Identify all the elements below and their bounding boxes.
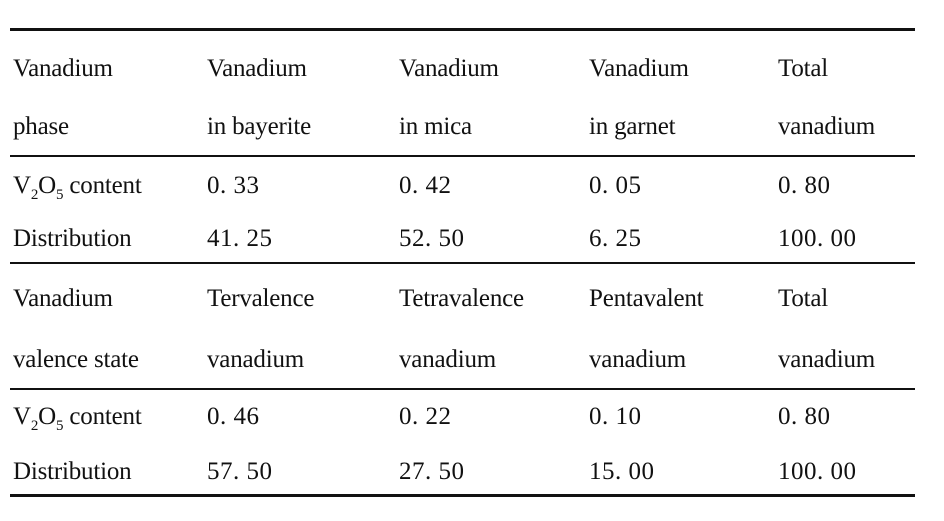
header-cell: vanadium [399,346,496,373]
value-cell: 0. 05 [589,172,642,199]
value-cell: 0. 46 [207,403,260,430]
header-cell: Vanadium [589,55,689,82]
header-cell: Total [778,55,829,82]
header-cell: Tervalence [207,285,315,312]
value-cell: 0. 22 [399,403,452,430]
header-cell: Vanadium [13,55,113,82]
value-cell: 41. 25 [207,225,273,252]
section1-header-rule [10,155,915,157]
value-cell: 100. 00 [778,225,857,252]
header-cell: valence state [13,346,139,373]
table-row: Distribution 41. 25 52. 50 6. 25 100. 00 [10,214,915,264]
row-label: Distribution [13,225,132,252]
header-cell: Tetravalence [399,285,524,312]
bottom-rule [10,494,915,497]
value-cell: 0. 80 [778,172,831,199]
table-row: V2O5 content 0. 46 0. 22 0. 10 0. 80 [10,392,915,442]
value-cell: 15. 00 [589,458,655,485]
header-cell: in mica [399,113,472,140]
header-cell: Vanadium [207,55,307,82]
header-cell: in garnet [589,113,676,140]
section2-header-row2: valence state vanadium vanadium vanadium… [10,335,915,385]
header-cell: vanadium [778,346,875,373]
value-cell: 0. 80 [778,403,831,430]
section1-header-row1: Vanadium Vanadium Vanadium Vanadium Tota… [10,44,915,94]
table-row: V2O5 content 0. 33 0. 42 0. 05 0. 80 [10,161,915,211]
value-cell: 57. 50 [207,458,273,485]
header-cell: Vanadium [399,55,499,82]
header-cell: phase [13,113,69,140]
header-cell: in bayerite [207,113,312,140]
table-row: Distribution 57. 50 27. 50 15. 00 100. 0… [10,447,915,497]
header-cell: Vanadium [13,285,113,312]
section-divider-rule [10,262,915,264]
header-cell: Total [778,285,829,312]
header-cell: vanadium [207,346,304,373]
row-label: V2O5 content [13,172,142,203]
row-label: V2O5 content [13,403,142,434]
value-cell: 100. 00 [778,458,857,485]
header-cell: vanadium [778,113,875,140]
section1-header-row2: phase in bayerite in mica in garnet vana… [10,102,915,152]
value-cell: 0. 42 [399,172,452,199]
header-cell: vanadium [589,346,686,373]
value-cell: 0. 10 [589,403,642,430]
section2-header-rule [10,388,915,390]
value-cell: 6. 25 [589,225,642,252]
value-cell: 52. 50 [399,225,465,252]
header-cell: Pentavalent [589,285,704,312]
row-label: Distribution [13,458,132,485]
top-rule [10,28,915,31]
section2-header-row1: Vanadium Tervalence Tetravalence Pentava… [10,274,915,324]
value-cell: 0. 33 [207,172,260,199]
value-cell: 27. 50 [399,458,465,485]
